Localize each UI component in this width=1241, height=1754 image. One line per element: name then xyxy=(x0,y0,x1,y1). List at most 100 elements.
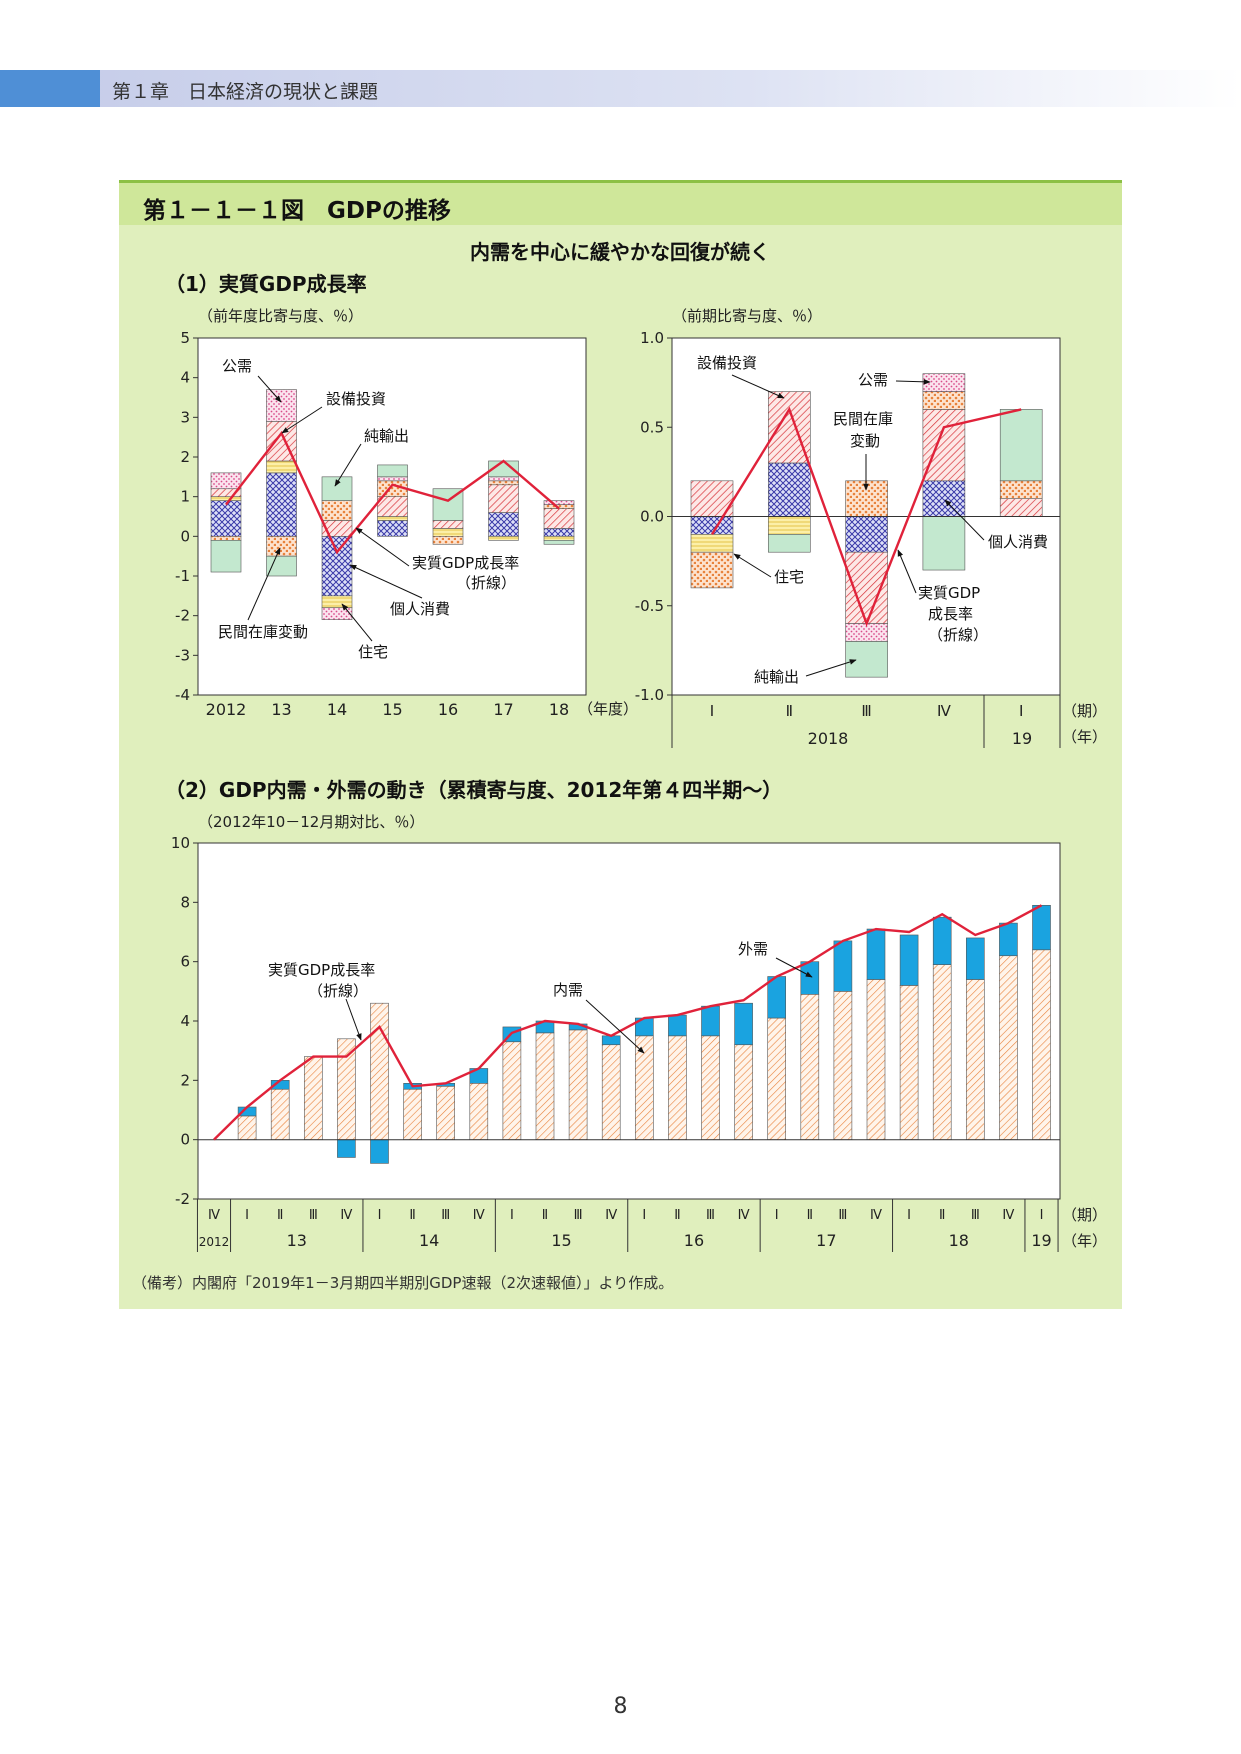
chart1-label-capex: 設備投資 xyxy=(326,390,386,408)
c3-bar-external xyxy=(701,1005,720,1037)
c1-bar-capex xyxy=(377,496,408,517)
c3-xtick-label: Ⅰ xyxy=(378,1208,382,1223)
chart2-label-net-exports: 純輸出 xyxy=(754,668,799,686)
c1-xtick-label: 18 xyxy=(549,700,569,719)
c3-bar-domestic xyxy=(502,1041,522,1140)
c1-ytick-label: 0 xyxy=(180,527,190,545)
chart3-year-label: 16 xyxy=(684,1231,704,1250)
c2-ytick-label: 1.0 xyxy=(640,329,664,347)
c3-xtick-label: Ⅰ xyxy=(1040,1208,1044,1223)
c3-xtick-label: Ⅱ xyxy=(807,1208,813,1223)
c1-ytick-label: -3 xyxy=(175,646,190,664)
chart3-title: （2）GDP内需・外需の動き（累積寄与度、2012年第４四半期～） xyxy=(165,778,782,802)
chart1-label-gdp: 実質GDP成長率 xyxy=(412,554,519,572)
c1-bar-public xyxy=(488,476,519,482)
c2-bar-inventory xyxy=(922,391,966,410)
c1-xtick-label: 16 xyxy=(438,700,458,719)
c3-bar-domestic xyxy=(899,985,919,1140)
c1-bar-inventory xyxy=(321,500,353,521)
c2-bar-private_consumption xyxy=(690,516,734,535)
c3-bar-external xyxy=(965,937,985,980)
c1-bar-private_consumption xyxy=(266,472,297,537)
c3-xtick-label: Ⅳ xyxy=(870,1208,882,1223)
chart1-label-public: 公需 xyxy=(222,357,252,375)
c3-bar-external xyxy=(899,934,919,986)
c3-xtick-label: Ⅰ xyxy=(907,1208,911,1223)
c3-xtick-label: Ⅲ xyxy=(971,1208,980,1223)
c3-xtick-label: Ⅱ xyxy=(939,1208,945,1223)
c1-xtick-label: 13 xyxy=(271,700,291,719)
chart3-year-unit: （年） xyxy=(1062,1232,1107,1250)
c3-bar-domestic xyxy=(601,1044,621,1140)
c1-xtick-label: 2012 xyxy=(206,700,247,719)
page-number: 8 xyxy=(613,1694,628,1719)
c1-bar-net_exports xyxy=(266,555,297,577)
chart3-label-domestic: 内需 xyxy=(553,981,583,999)
c1-ytick-label: 1 xyxy=(180,488,190,506)
c3-bar-external xyxy=(800,961,820,995)
c3-bar-domestic xyxy=(370,1002,389,1140)
c1-ytick-label: 4 xyxy=(180,369,190,387)
c3-xtick-label: Ⅳ xyxy=(473,1208,485,1223)
c3-xtick-label: Ⅲ xyxy=(309,1208,318,1223)
c1-ytick-label: 5 xyxy=(180,329,190,347)
chart1-label-housing: 住宅 xyxy=(358,643,388,661)
c1-xtick-label: 15 xyxy=(382,700,402,719)
chart2-label-public: 公需 xyxy=(858,371,888,389)
c3-bar-domestic xyxy=(1032,949,1051,1140)
c1-bar-public xyxy=(543,500,575,505)
c1-bar-net_exports xyxy=(543,539,575,545)
c3-bar-external xyxy=(932,916,952,965)
c3-bar-external xyxy=(1032,904,1051,951)
chart2-annotations: 設備投資 公需 民間在庫 変動 個人消費 住宅 実質GDP 成長率 （折線） 純… xyxy=(697,354,1048,686)
c2-bar-net_exports xyxy=(767,534,811,553)
c2-xtick-label: Ⅳ xyxy=(937,702,951,720)
c1-ytick-label: -2 xyxy=(175,607,190,625)
c1-bar-private_consumption xyxy=(488,512,519,537)
chart2-label-gdp-2: 成長率 xyxy=(928,605,973,623)
c2-bar-capex xyxy=(922,409,966,482)
c2-bar-capex xyxy=(999,498,1043,517)
c1-bar-net_exports xyxy=(210,539,242,573)
chart2-label-housing: 住宅 xyxy=(774,568,804,586)
c3-xtick-label: Ⅱ xyxy=(674,1208,680,1223)
c3-bar-domestic xyxy=(634,1035,654,1140)
c1-bar-net_exports xyxy=(321,476,353,501)
c3-bar-domestic xyxy=(568,1029,588,1140)
c1-xtick-label: 17 xyxy=(493,700,513,719)
c1-bar-capex xyxy=(488,484,519,513)
c1-bar-capex xyxy=(432,520,464,529)
c3-bar-domestic xyxy=(237,1115,257,1140)
chart1-xunit: （年度） xyxy=(578,700,638,718)
c1-bar-capex xyxy=(543,508,575,529)
chart3-year-label: 14 xyxy=(419,1231,439,1250)
c2-xtick-label: Ⅰ xyxy=(1019,702,1023,720)
c1-bar-private_consumption xyxy=(210,500,242,537)
c3-bar-domestic xyxy=(668,1035,687,1140)
c2-bar-private_consumption xyxy=(845,516,888,553)
c1-bar-housing xyxy=(488,536,519,541)
chapter-header-accent xyxy=(0,70,100,107)
c1-bar-private_consumption xyxy=(543,528,575,537)
c3-bar-external xyxy=(734,1002,753,1046)
c1-ytick-label: -4 xyxy=(175,686,190,704)
c3-bar-domestic xyxy=(866,979,886,1140)
c3-bar-external xyxy=(337,1139,356,1158)
c1-bar-housing xyxy=(377,516,408,521)
chart3-year-label: 17 xyxy=(816,1231,836,1250)
c2-bar-inventory xyxy=(999,480,1043,499)
chart2-year-2018: 2018 xyxy=(808,729,849,748)
c3-xtick-label: Ⅲ xyxy=(441,1208,450,1223)
chart3-year-label: 19 xyxy=(1031,1231,1051,1250)
c3-bar-domestic xyxy=(833,991,853,1140)
c3-bar-external xyxy=(370,1139,389,1164)
c3-bar-domestic xyxy=(535,1032,555,1140)
chart2-label-gdp-3: （折線） xyxy=(928,626,988,644)
chart2-label-capex: 設備投資 xyxy=(697,354,757,372)
c2-bar-private_consumption xyxy=(922,480,966,517)
figure-title: 第１－１－１図 GDPの推移 xyxy=(143,198,451,224)
chart2-label-gdp: 実質GDP xyxy=(918,584,980,602)
c2-xtick-label: Ⅰ xyxy=(710,702,714,720)
c2-ytick-label: -1.0 xyxy=(635,686,664,704)
c3-xtick-label: Ⅲ xyxy=(838,1208,847,1223)
